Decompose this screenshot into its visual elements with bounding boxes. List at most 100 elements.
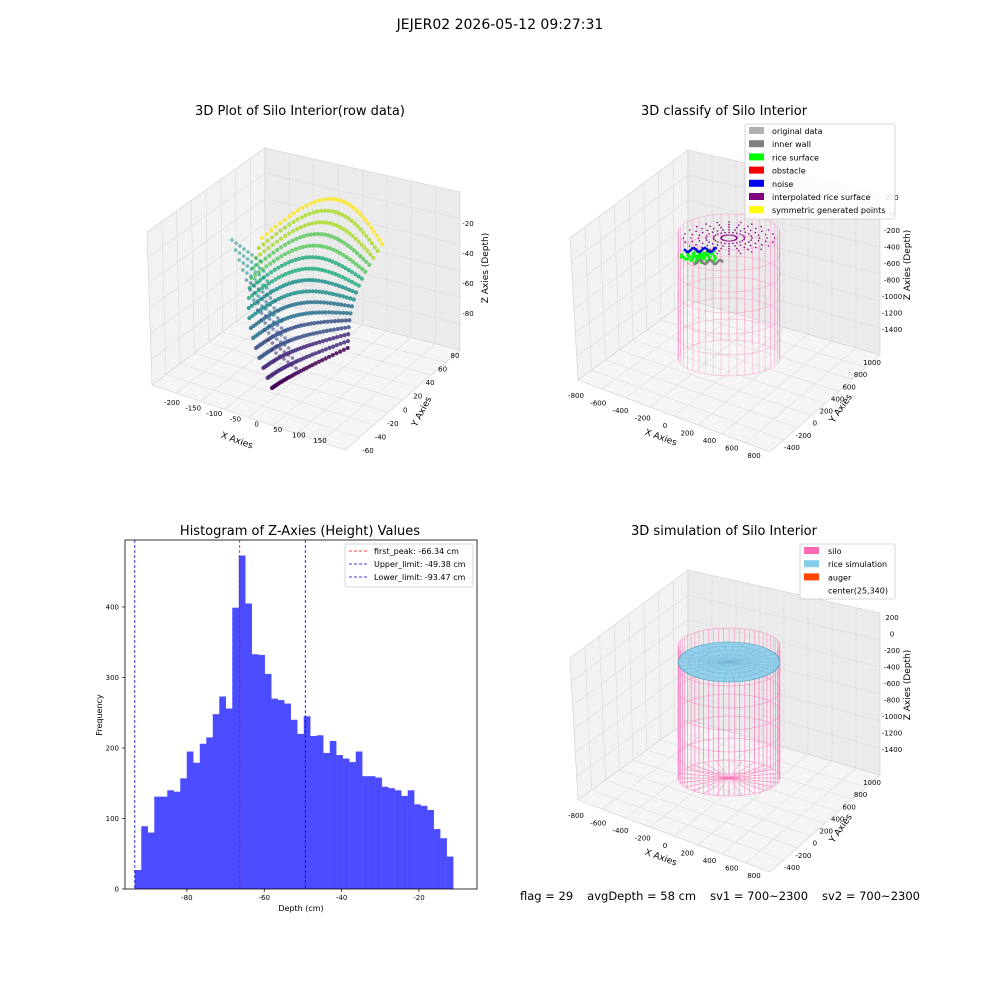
raw-point-438 [336,273,341,278]
raw-point-100 [271,259,276,264]
raw-point-257 [322,208,327,213]
classify-point-44 [736,232,738,234]
raw-grid-line [147,173,266,258]
raw-point-599 [271,320,276,324]
raw-point-533 [359,276,364,281]
raw-point-477 [331,336,336,341]
classify-point-103 [718,250,720,252]
raw-point-595 [257,280,261,284]
raw-point-224 [320,197,325,202]
raw-point-280 [297,290,302,295]
simulation-grid-line [697,754,809,846]
raw-point-436 [344,255,349,260]
raw-point-209 [311,210,316,215]
raw-point-389 [330,259,335,264]
raw-point-128 [295,208,301,213]
classify-point-53 [734,245,736,247]
raw-point-498 [365,249,370,254]
raw-point-422 [333,272,338,277]
histogram-bar [440,838,447,889]
raw-point-420 [341,252,346,258]
raw-point-208 [316,198,321,203]
raw-point-441 [328,301,333,306]
classify-point-75 [749,244,752,247]
simulation-floor-spoke [728,768,774,779]
raw-point-289 [329,209,334,214]
classify-ztick: -400 [884,244,900,252]
raw-point-198 [286,270,292,275]
raw-point-423 [330,281,335,286]
simulation-legend-swatch [804,560,819,568]
classify-point-34 [714,240,717,242]
simulation-grid-line [687,694,881,749]
simulation-floor-spoke [684,777,730,788]
simulation-floor-spoke [684,768,730,779]
raw-point-323 [326,233,331,238]
classify-ytick: 600 [842,383,855,391]
classify-point-98 [761,243,763,246]
classify-point-73 [757,240,760,242]
raw-ytick: -40 [375,433,386,441]
classify-ytick: 800 [854,371,867,379]
classify-point-31 [724,242,726,245]
raw-3d-plot: -200-150-100-50050100150-60-40-200204060… [146,147,491,455]
raw-point-309 [313,255,319,260]
histogram-bar [219,696,226,889]
raw-point-144 [300,205,305,210]
raw-point-626 [290,356,295,360]
simulation-xtick: 400 [703,857,716,865]
classify-plot-title: 3D classify of Silo Interior [640,104,808,119]
classify-silo-ring [677,297,781,335]
raw-point-226 [310,221,315,226]
raw-point-631 [269,289,273,293]
raw-point-617 [257,266,262,270]
classify-point-8 [724,239,726,242]
classify-point-23 [735,236,738,238]
simulation-floor-spoke [728,777,774,788]
raw-point-430 [320,348,325,353]
classify-legend-label: symmetric generated points [772,206,885,215]
simulation-grid-line [576,694,689,777]
classify-point-127 [716,252,718,255]
raw-point-313 [302,300,307,305]
raw-point-468 [350,259,355,264]
raw-point-587 [267,317,272,321]
classify-point-137 [716,221,718,224]
raw-plot-title: 3D Plot of Silo Interior(row data) [195,104,405,119]
raw-point-214 [290,269,295,274]
histogram-bar [258,654,265,889]
classify-grid-line [625,313,737,399]
raw-point-481 [367,237,372,242]
simulation-rice-mesh [679,661,730,667]
raw-point-553 [262,328,267,332]
classify-point-42 [728,231,730,234]
raw-point-195 [298,235,303,240]
raw-point-294 [306,266,311,271]
classify-point-36 [712,237,715,239]
raw-point-161 [299,215,304,220]
raw-point-541 [346,332,351,337]
classify-point-160 [710,252,714,256]
raw-point-336 [345,201,350,206]
raw-point-339 [329,234,334,239]
raw-point-150 [276,275,282,280]
raw-point-604 [250,253,254,257]
classify-legend-label: inner wall [772,140,811,149]
raw-point-375 [320,279,325,284]
classify-point-89 [720,226,722,229]
flag-text: flag = 29 [520,889,574,903]
classify-ytick: 0 [813,420,817,428]
simulation-floor-spoke [679,773,730,779]
raw-point-407 [326,280,331,285]
histogram-xtick-label: -40 [336,894,347,902]
simulation-xtick: -200 [635,835,651,843]
simulation-ytick: -200 [795,852,811,860]
classify-point-132 [682,237,685,239]
raw-point-505 [342,303,347,308]
raw-point-635 [283,329,288,333]
raw-grid-line [175,306,290,394]
simulation-floor-spoke [703,762,730,779]
raw-point-1 [256,245,261,251]
histogram-bar [388,788,395,889]
raw-point-442 [327,310,332,315]
